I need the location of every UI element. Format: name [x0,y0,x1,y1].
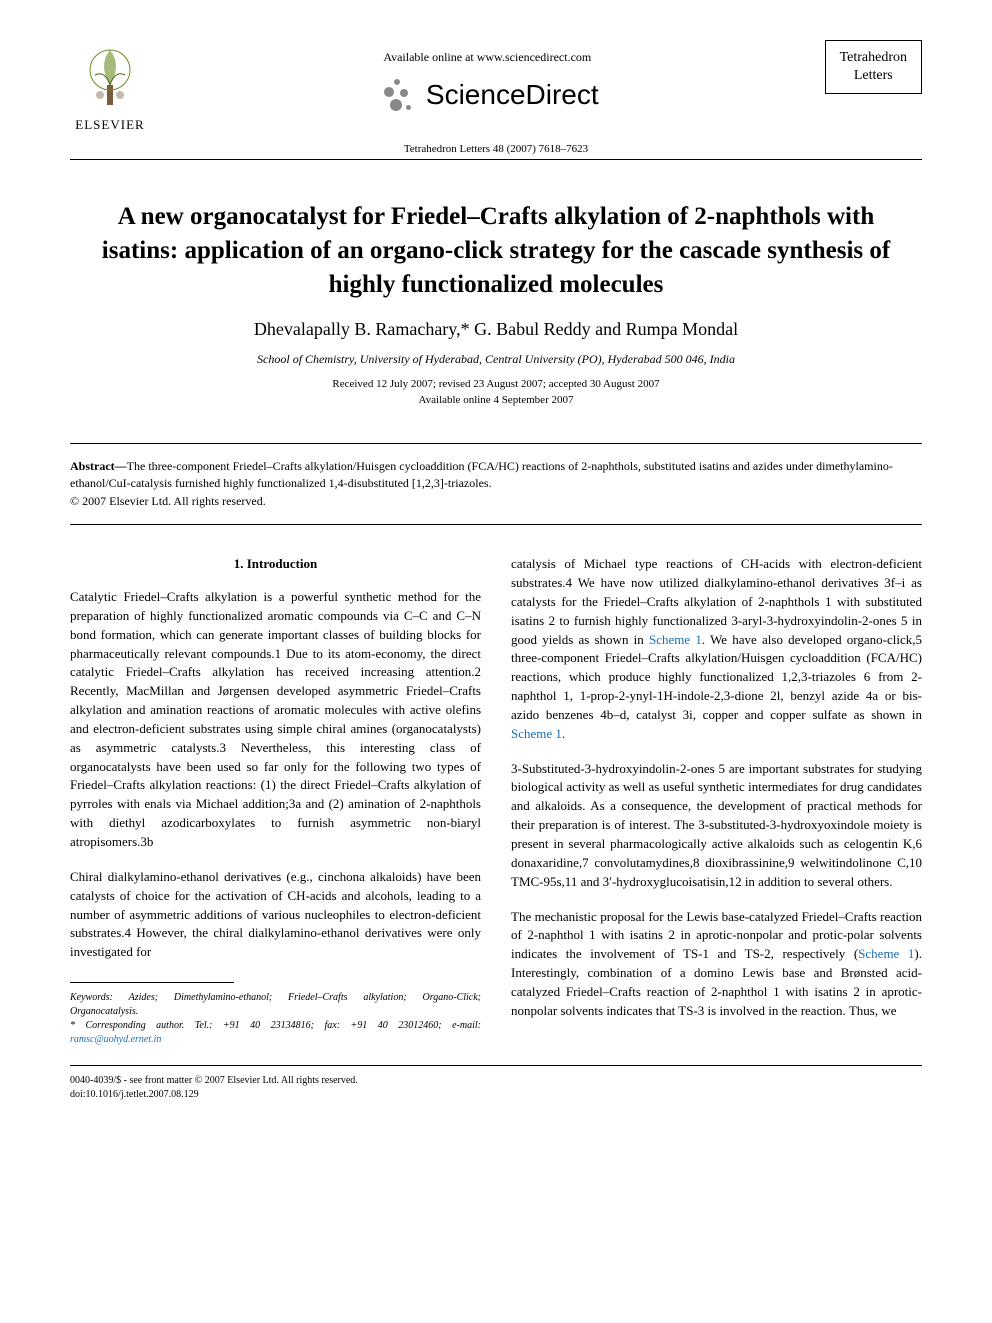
intro-paragraph-3: catalysis of Michael type reactions of C… [511,555,922,743]
intro-paragraph-2: Chiral dialkylamino-ethanol derivatives … [70,868,481,962]
footer-left: 0040-4039/$ - see front matter © 2007 El… [70,1074,358,1102]
article-title: A new organocatalyst for Friedel–Crafts … [70,200,922,301]
body-columns: 1. Introduction Catalytic Friedel–Crafts… [70,555,922,1047]
abstract-copyright: © 2007 Elsevier Ltd. All rights reserved… [70,494,266,508]
corresponding-author: * Corresponding author. Tel.: +91 40 231… [70,1020,481,1031]
keywords-label: Keywords [70,992,110,1003]
right-column: catalysis of Michael type reactions of C… [511,555,922,1047]
intro-paragraph-1: Catalytic Friedel–Crafts alkylation is a… [70,588,481,852]
sciencedirect-logo: ScienceDirect [376,75,599,115]
affiliation: School of Chemistry, University of Hyder… [70,352,922,367]
available-online-date: Available online 4 September 2007 [70,393,922,408]
doi-line: doi:10.1016/j.tetlet.2007.08.129 [70,1088,358,1102]
footer: 0040-4039/$ - see front matter © 2007 El… [70,1074,922,1102]
elsevier-logo: ELSEVIER [70,40,150,133]
journal-title-box: Tetrahedron Letters [825,40,922,94]
elsevier-label: ELSEVIER [70,117,150,133]
journal-name-line2: Letters [840,67,907,85]
left-column: 1. Introduction Catalytic Friedel–Crafts… [70,555,481,1047]
center-header: Available online at www.sciencedirect.co… [150,40,825,120]
sciencedirect-dots-icon [376,75,416,115]
scheme-1-link[interactable]: Scheme 1 [649,632,702,647]
scheme-1-link[interactable]: Scheme 1 [511,726,562,741]
footnotes: Keywords: Azides; Dimethylamino-ethanol;… [70,991,481,1047]
elsevier-tree-icon [80,40,140,110]
sciencedirect-label: ScienceDirect [426,79,599,111]
available-online-text: Available online at www.sciencedirect.co… [150,50,825,65]
intro-paragraph-5: The mechanistic proposal for the Lewis b… [511,908,922,1021]
journal-header: ELSEVIER Available online at www.science… [70,40,922,133]
abstract-block: Abstract—The three-component Friedel–Cra… [70,443,922,525]
corresponding-email-link[interactable]: ramsc@uohyd.ernet.in [70,1034,161,1045]
header-rule [70,159,922,160]
abstract-text: The three-component Friedel–Crafts alkyl… [70,459,893,490]
section-heading-intro: 1. Introduction [70,555,481,574]
scheme-1-link[interactable]: Scheme 1 [858,946,914,961]
footnote-separator [70,982,234,983]
abstract-label: Abstract— [70,459,127,473]
journal-name-line1: Tetrahedron [840,49,907,67]
article-dates: Received 12 July 2007; revised 23 August… [70,377,922,408]
citation-line: Tetrahedron Letters 48 (2007) 7618–7623 [70,143,922,155]
keywords-text: : Azides; Dimethylamino-ethanol; Friedel… [70,992,481,1017]
authors-line: Dhevalapally B. Ramachary,* G. Babul Red… [70,319,922,340]
intro-paragraph-4: 3-Substituted-3-hydroxyindolin-2-ones 5 … [511,760,922,892]
received-revised-accepted: Received 12 July 2007; revised 23 August… [70,377,922,392]
footer-rule [70,1065,922,1066]
front-matter-line: 0040-4039/$ - see front matter © 2007 El… [70,1074,358,1088]
